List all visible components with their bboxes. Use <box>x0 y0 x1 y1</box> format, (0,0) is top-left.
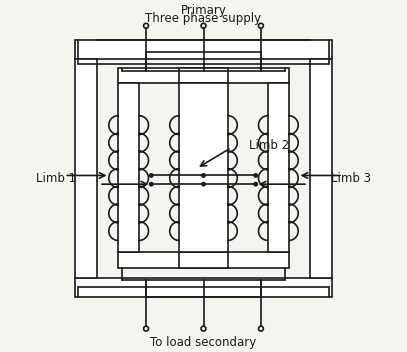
Bar <box>118 252 289 268</box>
Circle shape <box>258 326 263 331</box>
Circle shape <box>201 182 206 187</box>
Bar <box>75 40 332 59</box>
Bar <box>118 83 139 252</box>
Bar <box>75 59 97 278</box>
Circle shape <box>253 173 258 178</box>
Bar <box>179 83 228 252</box>
Circle shape <box>144 326 149 331</box>
Circle shape <box>144 23 149 28</box>
Bar <box>75 278 332 297</box>
Bar <box>268 83 289 252</box>
Text: Limb 3: Limb 3 <box>330 172 371 186</box>
Circle shape <box>201 23 206 28</box>
Text: To load secondary: To load secondary <box>150 336 257 349</box>
Circle shape <box>149 182 154 187</box>
Circle shape <box>253 182 258 187</box>
Text: Limb 2: Limb 2 <box>249 139 289 152</box>
Circle shape <box>149 173 154 178</box>
Bar <box>310 59 332 278</box>
Bar <box>118 68 289 83</box>
Circle shape <box>201 173 206 178</box>
Bar <box>179 68 228 83</box>
Circle shape <box>258 23 263 28</box>
Text: Three phase supply: Three phase supply <box>145 12 262 25</box>
Circle shape <box>201 326 206 331</box>
Text: Primary: Primary <box>181 4 226 17</box>
Text: Limb 1: Limb 1 <box>36 172 77 186</box>
Bar <box>179 252 228 268</box>
